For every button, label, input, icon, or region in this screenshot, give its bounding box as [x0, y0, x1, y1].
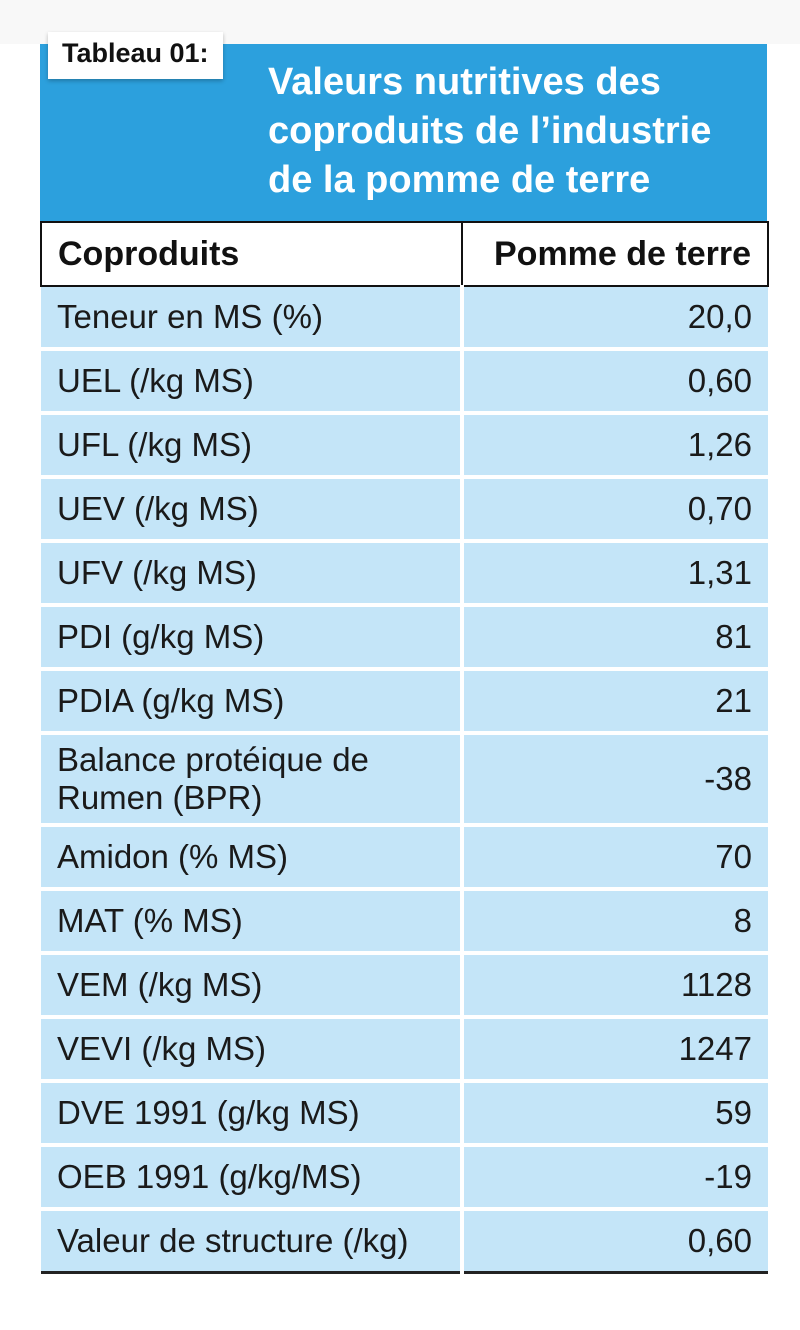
row-value: 1128	[462, 953, 768, 1019]
header-pomme-de-terre: Pomme de terre	[461, 221, 769, 287]
row-value: 0,60	[462, 1209, 768, 1274]
table-row: UEL (/kg MS) 0,60	[41, 349, 768, 415]
table-row: Valeur de structure (/kg) 0,60	[41, 1209, 768, 1274]
row-value: 1,26	[462, 413, 768, 479]
row-label: Teneur en MS (%)	[41, 286, 464, 351]
row-value: 59	[462, 1081, 768, 1147]
row-value: 70	[462, 825, 768, 891]
row-label: PDIA (g/kg MS)	[41, 669, 464, 735]
table-row: Teneur en MS (%) 20,0	[41, 286, 768, 351]
row-label: OEB 1991 (g/kg/MS)	[41, 1145, 464, 1211]
table-row: PDIA (g/kg MS) 21	[41, 669, 768, 735]
row-label: UEL (/kg MS)	[41, 349, 464, 415]
title-line: de la pomme de terre	[268, 159, 651, 201]
row-label: Valeur de structure (/kg)	[41, 1209, 464, 1274]
row-value: 0,60	[462, 349, 768, 415]
row-label: PDI (g/kg MS)	[41, 605, 464, 671]
title-line: coproduits de l’industrie	[268, 110, 712, 152]
table-number-tag: Tableau 01:	[48, 32, 223, 79]
row-label: UEV (/kg MS)	[41, 477, 464, 543]
row-value: 1247	[462, 1017, 768, 1083]
row-value: 21	[462, 669, 768, 735]
nutrition-table: Coproduits Pomme de terre Teneur en MS (…	[40, 221, 769, 1274]
header-coproduits: Coproduits	[40, 221, 463, 287]
row-label: DVE 1991 (g/kg MS)	[41, 1081, 464, 1147]
table-row: Balance protéique de Rumen (BPR) -38	[41, 733, 768, 827]
table-row: OEB 1991 (g/kg/MS) -19	[41, 1145, 768, 1211]
table-row: Amidon (% MS) 70	[41, 825, 768, 891]
table-row: UFV (/kg MS) 1,31	[41, 541, 768, 607]
table-body: Teneur en MS (%) 20,0 UEL (/kg MS) 0,60 UFL …	[41, 286, 768, 1274]
row-value: 8	[462, 889, 768, 955]
row-label: Balance protéique de Rumen (BPR)	[41, 733, 464, 827]
row-label: Amidon (% MS)	[41, 825, 464, 891]
row-label: VEVI (/kg MS)	[41, 1017, 464, 1083]
row-value: 1,31	[462, 541, 768, 607]
row-label: UFV (/kg MS)	[41, 541, 464, 607]
table-row: UFL (/kg MS) 1,26	[41, 413, 768, 479]
row-label: VEM (/kg MS)	[41, 953, 464, 1019]
table-row: VEM (/kg MS) 1128	[41, 953, 768, 1019]
table-row: PDI (g/kg MS) 81	[41, 605, 768, 671]
table-row: VEVI (/kg MS) 1247	[41, 1017, 768, 1083]
row-label: UFL (/kg MS)	[41, 413, 464, 479]
table-row: UEV (/kg MS) 0,70	[41, 477, 768, 543]
nutrition-table-card: Tableau 01: Valeurs nutritives des copro…	[40, 32, 769, 1274]
row-label: MAT (% MS)	[41, 889, 464, 955]
table-title: Valeurs nutritives des coproduits de l’i…	[268, 58, 755, 205]
row-value: 20,0	[462, 286, 768, 351]
row-value: 81	[462, 605, 768, 671]
row-value: 0,70	[462, 477, 768, 543]
table-row: DVE 1991 (g/kg MS) 59	[41, 1081, 768, 1147]
header-row: Coproduits Pomme de terre	[40, 221, 769, 287]
title-line: Valeurs nutritives des	[268, 61, 661, 103]
table-row: MAT (% MS) 8	[41, 889, 768, 955]
row-value: -38	[462, 733, 768, 827]
title-banner: Tableau 01: Valeurs nutritives des copro…	[40, 32, 767, 221]
row-value: -19	[462, 1145, 768, 1211]
